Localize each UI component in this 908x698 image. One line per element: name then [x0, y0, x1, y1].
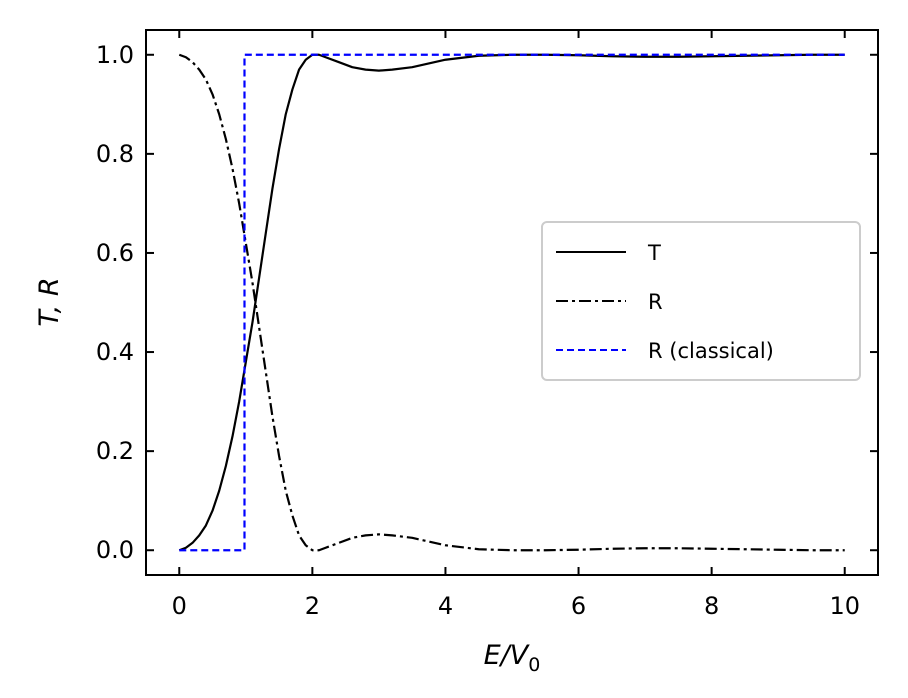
y-tick-label: 0.4	[96, 338, 134, 366]
y-tick-label: 0.8	[96, 140, 134, 168]
x-tick-label: 10	[829, 592, 860, 620]
y-tick-label: 0.0	[96, 536, 134, 564]
x-tick-label: 2	[305, 592, 320, 620]
x-axis-label-main: E/V	[484, 640, 531, 671]
legend-label-r-classical: R (classical)	[648, 339, 774, 363]
x-axis-label: E/V0	[484, 640, 541, 676]
x-tick-label: 6	[571, 592, 586, 620]
y-tick-label: 0.2	[96, 437, 134, 465]
y-axis-label: T, R	[34, 277, 65, 326]
x-axis-label-subscript: 0	[528, 654, 540, 676]
y-tick-label: 1.0	[96, 41, 134, 69]
x-tick-label: 0	[172, 592, 187, 620]
y-tick-label: 0.6	[96, 239, 134, 267]
x-tick-label: 8	[704, 592, 719, 620]
x-tick-label: 4	[438, 592, 453, 620]
legend-label-t: T	[647, 241, 661, 265]
legend-label-r: R	[648, 290, 663, 314]
legend: T R R (classical)	[542, 222, 860, 380]
